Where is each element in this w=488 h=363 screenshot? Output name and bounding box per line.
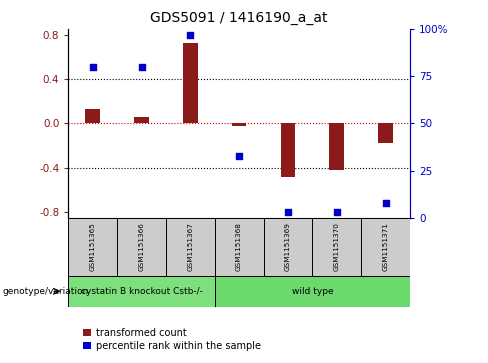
Bar [68, 218, 117, 276]
Bar [361, 218, 410, 276]
Legend: transformed count, percentile rank within the sample: transformed count, percentile rank withi… [83, 328, 261, 351]
Text: GSM1151370: GSM1151370 [334, 223, 340, 271]
Bar [85, 109, 100, 123]
Bar [68, 276, 215, 307]
Bar [117, 218, 166, 276]
Bar [183, 44, 198, 123]
Text: wild type: wild type [291, 287, 333, 296]
Title: GDS5091 / 1416190_a_at: GDS5091 / 1416190_a_at [150, 11, 328, 25]
Point [333, 209, 341, 215]
Text: genotype/variation: genotype/variation [2, 287, 89, 296]
Text: GSM1151369: GSM1151369 [285, 223, 291, 271]
Bar [215, 276, 410, 307]
Bar [134, 117, 149, 123]
Bar [232, 123, 246, 126]
Text: GSM1151366: GSM1151366 [139, 223, 144, 271]
Bar [312, 218, 361, 276]
Bar [378, 123, 393, 143]
Bar [281, 123, 295, 177]
Point [138, 64, 145, 70]
Point [284, 209, 292, 215]
Point [186, 32, 194, 38]
Point [235, 152, 243, 158]
Text: GSM1151367: GSM1151367 [187, 223, 193, 271]
Bar [329, 123, 344, 170]
Bar [166, 218, 215, 276]
Text: GSM1151368: GSM1151368 [236, 223, 242, 271]
Point [382, 200, 389, 205]
Text: cystatin B knockout Cstb-/-: cystatin B knockout Cstb-/- [81, 287, 203, 296]
Bar [215, 218, 264, 276]
Bar [264, 218, 312, 276]
Point [89, 64, 97, 70]
Text: GSM1151371: GSM1151371 [383, 223, 388, 271]
Text: GSM1151365: GSM1151365 [90, 223, 96, 271]
